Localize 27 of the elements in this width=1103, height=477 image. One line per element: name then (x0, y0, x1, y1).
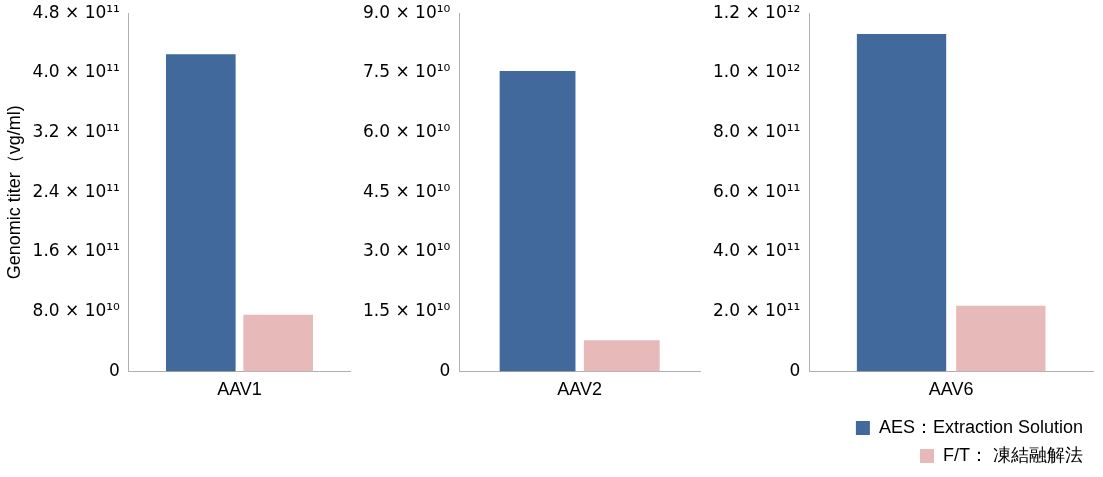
y-tick-label: 4.8 × 10¹¹ (32, 1, 120, 22)
y-tick-label: 9.0 × 10¹⁰ (362, 1, 451, 22)
x-tick-label: AAV6 (928, 379, 974, 400)
y-tick-label: 4.5 × 10¹⁰ (362, 180, 451, 201)
y-tick-label: 6.0 × 10¹¹ (712, 180, 801, 201)
y-tick-label: 3.0 × 10¹⁰ (362, 240, 451, 261)
y-tick-label: 8.0 × 10¹¹ (712, 121, 801, 142)
y-tick-label: 4.0 × 10¹¹ (32, 61, 120, 82)
y-tick-label: 3.2 × 10¹¹ (32, 121, 120, 142)
y-tick-label: 0 (439, 359, 451, 380)
y-tick-label: 0 (789, 359, 801, 380)
y-tick-label: 1.5 × 10¹⁰ (362, 300, 451, 321)
y-tick-label: 2.4 × 10¹¹ (32, 180, 120, 201)
y-tick-label: 7.5 × 10¹⁰ (362, 61, 451, 82)
y-tick-label: 1.0 × 10¹² (712, 61, 801, 82)
y-tick-label: 1.6 × 10¹¹ (32, 240, 120, 261)
x-tick-label: AAV2 (557, 379, 603, 400)
y-tick-label: 2.0 × 10¹¹ (712, 300, 801, 321)
y-tick-label: 4.0 × 10¹¹ (712, 240, 801, 261)
legend-label: F/T： 凍結融解法 (943, 444, 1084, 465)
y-tick-label: 8.0 × 10¹⁰ (32, 300, 121, 321)
y-tick-label: 6.0 × 10¹⁰ (362, 121, 451, 142)
y-axis-title: Genomic titer（vg/ml) (3, 105, 24, 280)
y-tick-label: 0 (109, 359, 120, 380)
legend-label: AES：Extraction Solution (878, 416, 1084, 437)
y-tick-label: 1.2 × 10¹² (712, 1, 801, 22)
x-tick-label: AAV1 (217, 379, 262, 400)
